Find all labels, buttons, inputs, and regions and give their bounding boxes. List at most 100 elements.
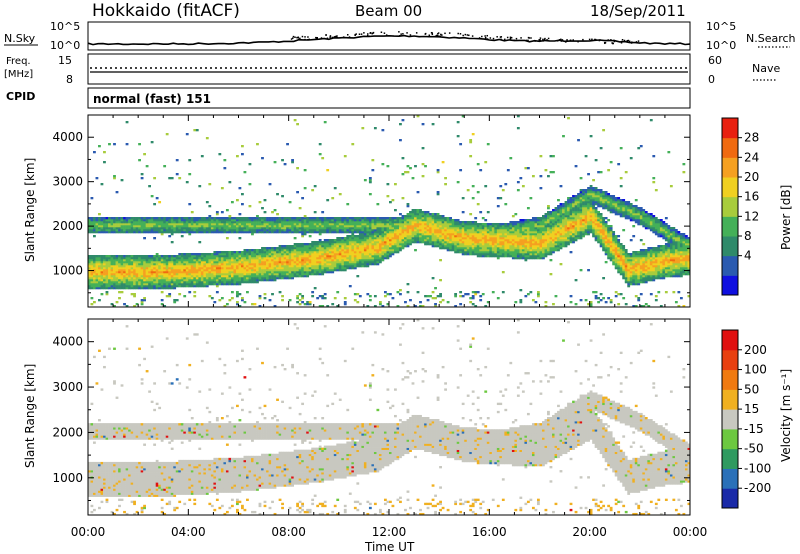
power-cell [296, 167, 299, 170]
power-cell [143, 265, 146, 268]
power-cell [183, 281, 187, 284]
power-cell [313, 267, 317, 270]
power-cell [476, 249, 480, 252]
power-cell [268, 275, 272, 278]
power-cell [278, 231, 282, 234]
power-cell [306, 265, 310, 268]
power-cell [120, 273, 124, 276]
power-cell [281, 271, 284, 274]
power-cell [421, 239, 425, 242]
power-cell [105, 231, 109, 234]
nsky-point [300, 38, 302, 41]
power-cell [276, 193, 279, 196]
power-cell [266, 221, 269, 224]
power-cell [298, 251, 302, 254]
power-cell [308, 271, 312, 274]
power-cell [98, 285, 101, 288]
power-cell [454, 249, 458, 252]
power-cell [564, 205, 568, 208]
power-cell [474, 217, 478, 220]
power-cell [123, 257, 126, 260]
power-cell [205, 257, 209, 260]
power-cell [296, 223, 299, 226]
power-cell [123, 219, 126, 222]
power-cell [246, 279, 249, 282]
power-cell [456, 233, 460, 236]
power-cell [103, 283, 106, 286]
power-cell [363, 217, 367, 220]
power-cell [451, 243, 455, 246]
power-cell [145, 273, 149, 276]
power-cell [246, 281, 249, 284]
power-cell [401, 241, 405, 244]
power-cell [396, 233, 400, 236]
power-cell [323, 231, 327, 234]
power-cell [567, 237, 570, 240]
power-cell [115, 217, 119, 220]
power-cell [572, 203, 575, 206]
power-cell [210, 217, 214, 220]
power-cell [306, 267, 310, 270]
power-cell [524, 167, 528, 170]
power-cell [449, 225, 453, 228]
power-cell [125, 267, 129, 270]
power-cell [341, 255, 345, 258]
power-cell [155, 269, 159, 272]
power-cell [276, 251, 279, 254]
power-cell [170, 223, 174, 226]
power-cell [461, 233, 465, 236]
power-cell [416, 241, 420, 244]
power-cell [98, 277, 101, 280]
power-cell [494, 239, 498, 242]
power-cell [434, 213, 437, 216]
power-cell [228, 251, 232, 254]
power-cell [328, 259, 332, 262]
power-cell [547, 215, 550, 218]
power-cell [358, 229, 362, 232]
power-cell [193, 277, 197, 280]
power-cell [208, 217, 212, 220]
power-cell [288, 275, 292, 278]
power-cell [188, 267, 192, 270]
power-cell [356, 265, 360, 268]
power-cell [343, 219, 347, 222]
power-cell [173, 299, 177, 302]
power-cell [399, 123, 402, 126]
power-cell [484, 241, 488, 244]
power-cell [328, 241, 332, 244]
power-cell [376, 221, 380, 224]
power-cell [368, 219, 372, 222]
power-cell [346, 251, 350, 254]
nsky-point [348, 36, 351, 38]
power-cell [228, 225, 232, 228]
power-cell [268, 227, 272, 230]
power-cell [333, 269, 337, 272]
power-cell [373, 247, 377, 250]
power-cell [93, 283, 96, 286]
power-cell [506, 235, 510, 238]
power-cell [506, 243, 510, 246]
power-cell [276, 219, 279, 222]
power-cell [288, 221, 292, 224]
power-cell [246, 231, 249, 234]
power-cell [150, 267, 154, 270]
power-cell [98, 255, 101, 258]
power-cell [358, 241, 362, 244]
power-cell [248, 219, 252, 222]
power-cell [276, 275, 279, 278]
power-cell [143, 261, 146, 264]
power-cell [283, 269, 287, 272]
power-cell [291, 221, 294, 224]
power-cell [120, 267, 124, 270]
power-cell [454, 245, 458, 248]
power-cell [414, 249, 417, 252]
power-cell [396, 225, 400, 228]
power-cell [318, 227, 322, 230]
power-cell [228, 227, 232, 230]
power-cell [391, 235, 395, 238]
power-cell [220, 219, 224, 222]
power-cell [506, 225, 510, 228]
nsky-point [468, 34, 470, 37]
power-cell [419, 301, 422, 304]
power-cell [516, 243, 520, 246]
